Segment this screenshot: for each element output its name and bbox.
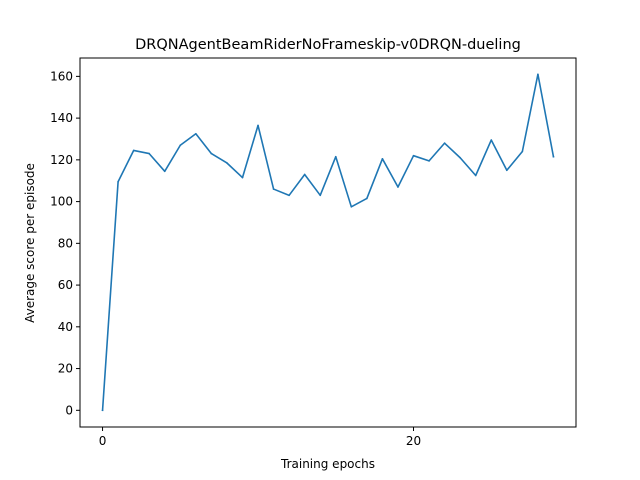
data-point bbox=[521, 150, 524, 153]
data-point bbox=[132, 149, 135, 152]
data-point bbox=[195, 132, 197, 135]
y-tick-label: 100 bbox=[50, 195, 73, 209]
y-tick-label: 40 bbox=[58, 320, 73, 334]
data-point bbox=[428, 160, 430, 162]
y-tick-label: 160 bbox=[50, 69, 73, 83]
data-point bbox=[552, 155, 555, 158]
x-axis-label: Training epochs bbox=[280, 457, 375, 471]
y-tick-label: 80 bbox=[58, 236, 73, 250]
plot-frame bbox=[79, 57, 577, 428]
x-tick-label: 0 bbox=[99, 434, 107, 448]
y-axis-label: Average score per episode bbox=[23, 163, 37, 323]
data-point bbox=[334, 155, 337, 158]
data-point bbox=[101, 409, 104, 412]
chart-title: DRQNAgentBeamRiderNoFrameskip-v0DRQN-due… bbox=[135, 37, 521, 53]
data-point bbox=[366, 197, 368, 200]
x-tick-label: 20 bbox=[406, 434, 421, 448]
data-point bbox=[163, 170, 166, 173]
data-point bbox=[490, 139, 493, 141]
data-point bbox=[148, 152, 150, 155]
data-point bbox=[210, 152, 213, 155]
data-point bbox=[272, 188, 275, 190]
data-point bbox=[506, 169, 508, 172]
axis-ticks: 0 20 0 20 40 60 80 100 120 140 160 bbox=[50, 69, 421, 448]
data-point bbox=[303, 173, 306, 176]
data-point bbox=[179, 144, 182, 147]
data-point bbox=[117, 180, 119, 183]
data-point bbox=[412, 154, 415, 157]
y-tick-label: 120 bbox=[50, 153, 73, 167]
y-tick-label: 0 bbox=[65, 403, 73, 417]
data-point bbox=[288, 194, 290, 197]
series-line bbox=[101, 73, 555, 412]
y-tick-label: 140 bbox=[50, 111, 73, 125]
data-point bbox=[443, 142, 446, 144]
data-point bbox=[474, 174, 477, 177]
data-point bbox=[226, 162, 228, 164]
data-point bbox=[257, 124, 259, 127]
data-point bbox=[537, 73, 539, 76]
data-point bbox=[319, 194, 322, 197]
series-layer bbox=[101, 73, 555, 412]
data-point bbox=[459, 156, 461, 159]
y-tick-label: 20 bbox=[58, 362, 73, 376]
data-point bbox=[241, 176, 244, 179]
data-point bbox=[397, 186, 399, 188]
y-tick-label: 60 bbox=[58, 278, 73, 292]
data-point bbox=[381, 158, 384, 160]
data-point bbox=[350, 206, 353, 208]
